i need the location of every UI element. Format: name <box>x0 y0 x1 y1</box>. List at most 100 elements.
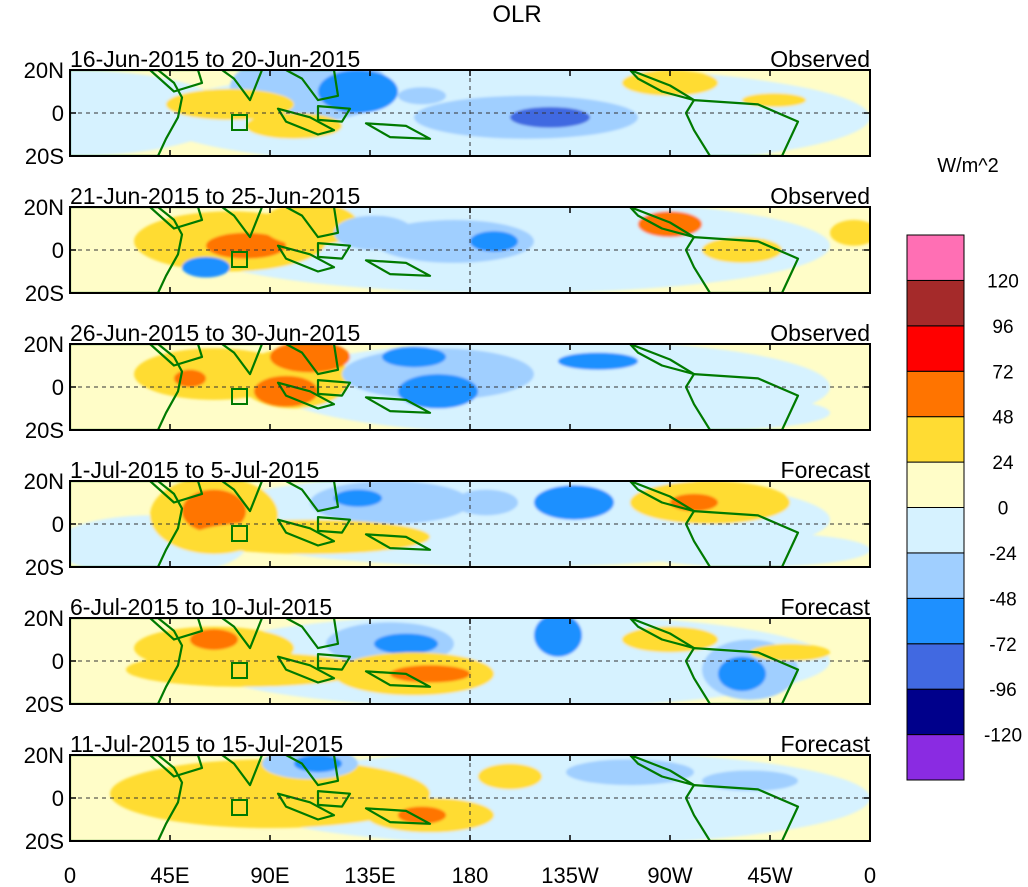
anomaly-contour <box>750 643 830 661</box>
land-outline <box>276 655 336 684</box>
lon-tick-label: 90E <box>250 863 289 887</box>
anomaly-contour <box>254 375 318 407</box>
anomaly-contour <box>470 231 518 252</box>
map-panel: 21-Jun-2015 to 25-Jun-2015 Observed 20N 0 20… <box>24 183 871 306</box>
panel-date-range: 1-Jul-2015 to 5-Jul-2015 <box>70 457 319 483</box>
land-outline <box>628 481 696 513</box>
colorbar-tick-label: 120 <box>987 271 1019 292</box>
index-region-box <box>231 388 248 405</box>
lon-tick-label: 135E <box>344 863 395 887</box>
lat-tick-label: 20N <box>24 469 64 494</box>
anomaly-contour <box>630 532 870 567</box>
land-outline <box>684 99 800 156</box>
panel-status: Forecast <box>781 594 871 620</box>
colorbar-swatch <box>906 234 965 281</box>
lat-tick-label: 20S <box>25 281 64 306</box>
index-region-box <box>231 525 248 542</box>
land-outline <box>364 396 432 414</box>
anomaly-contour <box>182 489 246 533</box>
land-outline <box>364 670 432 688</box>
land-outline <box>70 618 184 704</box>
land-outline <box>684 373 800 430</box>
land-outline <box>316 379 352 397</box>
land-outline <box>220 344 264 376</box>
land-outline <box>70 755 184 841</box>
land-outline <box>148 70 204 93</box>
anomaly-contour <box>830 219 870 246</box>
panel-date-range: 21-Jun-2015 to 25-Jun-2015 <box>70 183 360 209</box>
anomaly-contour <box>166 88 294 120</box>
panel-date-range: 26-Jun-2015 to 30-Jun-2015 <box>70 320 360 346</box>
land-outline <box>628 207 696 239</box>
map-panel: 16-Jun-2015 to 20-Jun-2015 Observed 20N 0 20… <box>24 46 871 169</box>
anomaly-contour <box>190 519 430 555</box>
map-panel: 11-Jul-2015 to 15-Jul-2015 Forecast 20N 0 20… <box>24 731 871 854</box>
colorbar-tick-label: -24 <box>989 544 1017 565</box>
land-outline <box>220 618 264 650</box>
land-outline <box>316 516 352 534</box>
land-outline <box>220 755 264 787</box>
land-outline <box>684 236 800 293</box>
colorbar-tick-label: -120 <box>984 726 1022 747</box>
panel-date-range: 11-Jul-2015 to 15-Jul-2015 <box>70 731 343 757</box>
colorbar-swatch <box>906 370 965 418</box>
land-outline <box>276 792 336 821</box>
colorbar-tick-label: -48 <box>989 589 1016 610</box>
lat-tick-label: 20S <box>25 829 64 854</box>
anomaly-contour <box>206 232 286 259</box>
land-outline <box>276 518 336 547</box>
anomaly-contour <box>670 493 718 512</box>
land-outline <box>220 207 264 239</box>
land-outline <box>316 653 352 671</box>
land-outline <box>284 344 340 376</box>
anomaly-contour <box>566 759 694 786</box>
colorbar-tick-label: 0 <box>998 499 1009 520</box>
lat-tick-label: 20N <box>24 606 64 631</box>
anomaly-contour <box>534 485 614 520</box>
anomaly-contour <box>622 626 718 653</box>
land-outline <box>684 784 800 841</box>
colorbar-swatch <box>906 507 965 554</box>
anomaly-contour <box>718 656 766 692</box>
lon-tick-label: 45E <box>150 863 189 887</box>
colorbar-swatch <box>906 643 965 690</box>
lat-tick-label: 20S <box>25 144 64 169</box>
anomaly-contour <box>590 395 830 430</box>
land-outline <box>364 533 432 551</box>
lat-tick-label: 20S <box>25 692 64 717</box>
lat-tick-label: 20S <box>25 555 64 580</box>
colorbar-swatch <box>906 688 965 736</box>
land-outline <box>284 70 340 102</box>
land-outline <box>684 647 800 704</box>
coastlines <box>70 70 800 156</box>
land-outline <box>628 70 696 102</box>
map-panel: 6-Jul-2015 to 10-Jul-2015 Forecast 20N 0 20S <box>24 594 871 717</box>
anomaly-contour <box>638 211 702 238</box>
map-panel: 1-Jul-2015 to 5-Jul-2015 Forecast 20N 0 20S <box>24 457 871 580</box>
colorbar-swatch <box>906 416 965 463</box>
lat-tick-label: 20N <box>24 743 64 768</box>
lat-tick-label: 20N <box>24 195 64 220</box>
lon-tick-label: 0 <box>864 863 876 887</box>
land-outline <box>70 70 184 156</box>
anomaly-contour <box>334 215 414 250</box>
land-outline <box>284 755 340 787</box>
land-outline <box>316 242 352 260</box>
land-outline <box>148 344 204 367</box>
panel-date-range: 16-Jun-2015 to 20-Jun-2015 <box>70 46 360 72</box>
land-outline <box>628 755 696 787</box>
anomaly-contour <box>390 665 470 683</box>
colorbar-swatch <box>906 552 965 599</box>
anomaly-contour <box>318 70 398 113</box>
anomaly-contour <box>558 352 638 370</box>
lat-tick-label: 20N <box>24 332 64 357</box>
land-outline <box>70 207 184 293</box>
colorbar-swatch <box>906 279 965 327</box>
map-panel: 26-Jun-2015 to 30-Jun-2015 Observed 20N 0 20… <box>24 320 871 443</box>
colorbar-swatch <box>906 461 965 509</box>
colorbar-tick-label: 24 <box>992 453 1014 474</box>
index-region-box <box>231 114 248 131</box>
olr-anomaly-field <box>70 70 870 156</box>
land-outline <box>284 207 340 239</box>
